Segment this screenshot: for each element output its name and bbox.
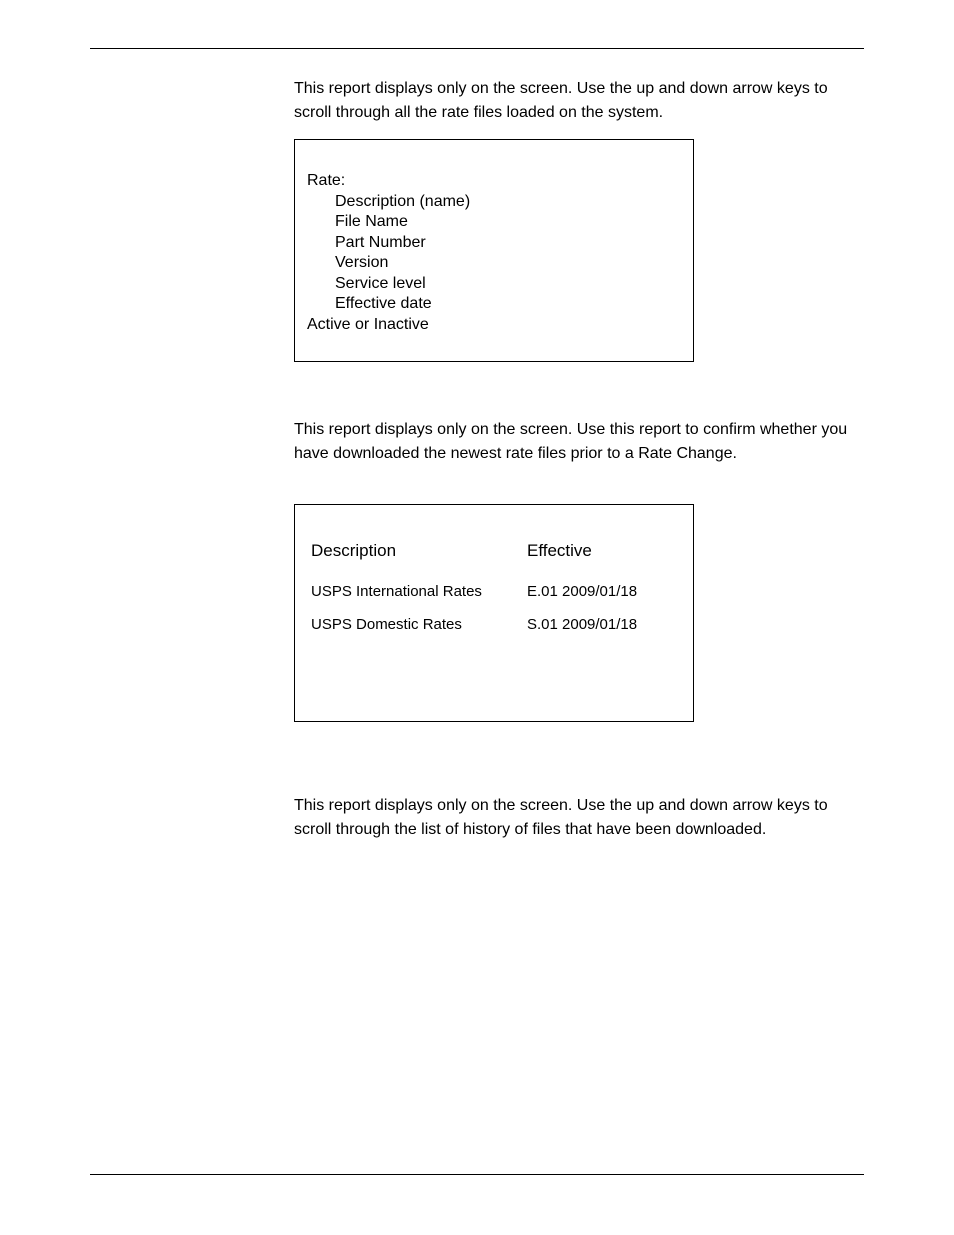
cell-description: USPS International Rates xyxy=(311,583,527,600)
section3-paragraph: This report displays only on the screen.… xyxy=(294,794,864,842)
cell-effective: S.01 2009/01/18 xyxy=(527,616,677,633)
bottom-divider xyxy=(90,1174,864,1175)
header-effective: Effective xyxy=(527,541,677,561)
table-row: USPS International Rates E.01 2009/01/18 xyxy=(311,583,677,600)
rate-item-5: Effective date xyxy=(307,294,681,314)
rate-item-4: Service level xyxy=(307,274,681,294)
document-content: This report displays only on the screen.… xyxy=(90,77,864,842)
top-divider xyxy=(90,48,864,49)
section1-paragraph: This report displays only on the screen.… xyxy=(294,77,864,125)
rate-item-2: Part Number xyxy=(307,233,681,253)
cell-description: USPS Domestic Rates xyxy=(311,616,527,633)
section2-paragraph: This report displays only on the screen.… xyxy=(294,418,864,466)
rates-table-box: Description Effective USPS International… xyxy=(294,504,694,722)
rate-status: Active or Inactive xyxy=(307,315,681,335)
rate-item-1: File Name xyxy=(307,212,681,232)
rate-box: Rate: Description (name) File Name Part … xyxy=(294,139,694,362)
rate-item-3: Version xyxy=(307,253,681,273)
rate-title: Rate: xyxy=(307,172,681,190)
table-row: USPS Domestic Rates S.01 2009/01/18 xyxy=(311,616,677,633)
cell-effective: E.01 2009/01/18 xyxy=(527,583,677,600)
header-description: Description xyxy=(311,541,527,561)
rate-item-0: Description (name) xyxy=(307,192,681,212)
table-header-row: Description Effective xyxy=(311,541,677,561)
